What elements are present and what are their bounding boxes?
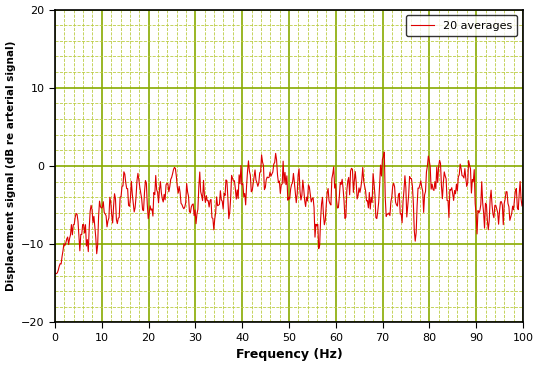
20 averages [510,208,517,212]
Legend: 20 averages: 20 averages [406,15,517,36]
20 averages [52,271,59,276]
20 averages [275,181,282,185]
20 averages [381,150,388,154]
20 averages [306,185,313,189]
20 averages [331,186,338,190]
Y-axis label: Displacement signal (dB re arterial signal): Displacement signal (dB re arterial sign… [5,41,16,291]
20 averages [520,199,526,204]
20 averages [437,161,444,166]
Line: 20 averages: 20 averages [56,152,523,274]
X-axis label: Frequency (Hz): Frequency (Hz) [236,348,342,361]
20 averages [278,183,285,187]
20 averages [53,272,60,276]
